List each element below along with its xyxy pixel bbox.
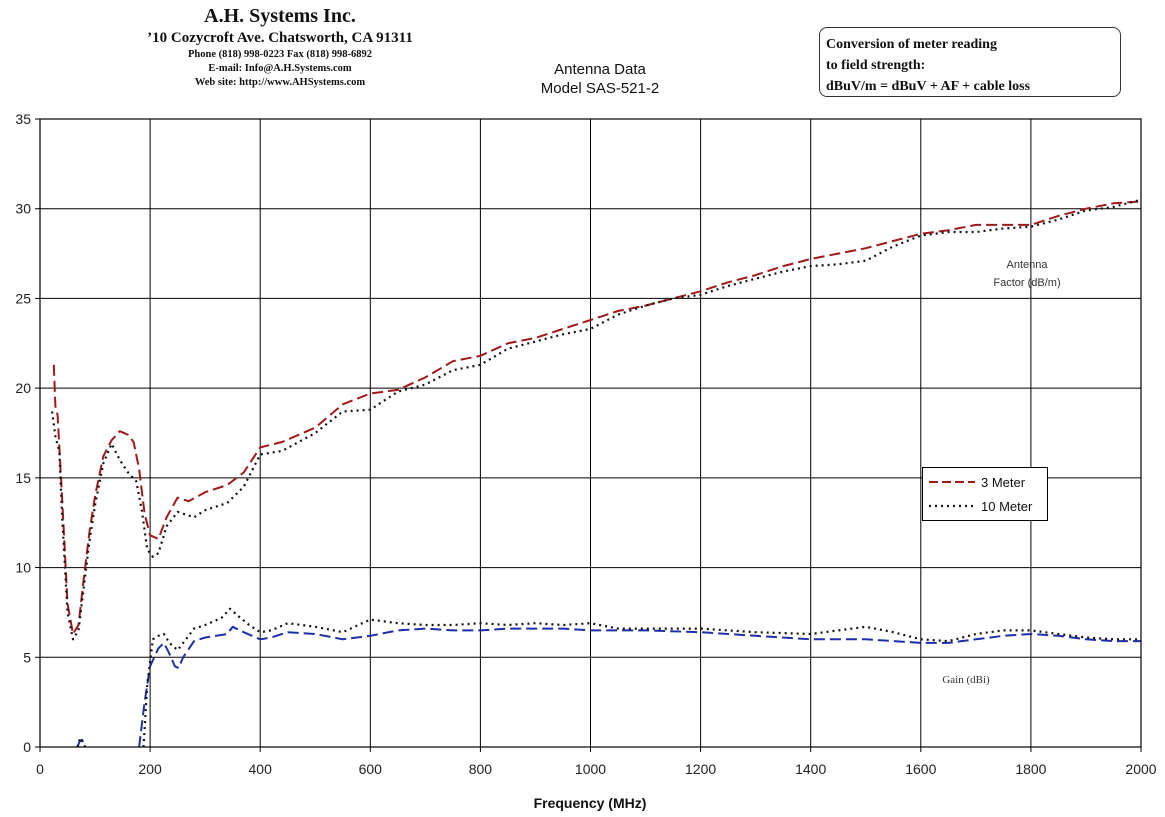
conversion-line-3: dBuV/m = dBuV + AF + cable loss bbox=[826, 79, 1031, 94]
series-line-3-meter-gain bbox=[138, 625, 1141, 748]
y-tick-label: 0 bbox=[23, 739, 31, 755]
axes bbox=[35, 118, 1142, 752]
plot-area-border bbox=[39, 118, 1142, 748]
y-tick-label: 35 bbox=[15, 111, 31, 127]
series-layer bbox=[51, 198, 1142, 748]
x-axis-label: Frequency (MHz) bbox=[534, 795, 647, 811]
x-tick-label: 1200 bbox=[685, 761, 716, 777]
x-tick-label: 600 bbox=[359, 761, 383, 777]
legend-swatch-3-meter bbox=[929, 481, 975, 483]
tick-labels: 0 200 400 600 800 1000 1200 1400 1600 1800 2000 0 5 1… bbox=[15, 111, 1156, 777]
company-address: ’10 Cozycroft Ave. Chatsworth, CA 91311 bbox=[147, 30, 413, 46]
company-name: A.H. Systems Inc. bbox=[204, 5, 356, 27]
x-tick-label: 2000 bbox=[1125, 761, 1156, 777]
x-tick-label: 200 bbox=[138, 761, 162, 777]
x-tick-label: 1600 bbox=[905, 761, 936, 777]
legend-label-3-meter: 3 Meter bbox=[981, 475, 1026, 490]
y-tick-label: 25 bbox=[15, 290, 31, 306]
x-tick-label: 1400 bbox=[795, 761, 826, 777]
company-header: A.H. Systems Inc. ’10 Cozycroft Ave. Cha… bbox=[60, 4, 500, 90]
y-tick-label: 5 bbox=[23, 649, 31, 665]
antenna-factor-annotation-line2: Factor (dB/m) bbox=[993, 277, 1060, 289]
company-email: E-mail: Info@A.H.Systems.com bbox=[208, 63, 352, 74]
company-phone: Phone (818) 998-0223 Fax (818) 998-6892 bbox=[187, 49, 373, 60]
x-tick-label: 800 bbox=[469, 761, 493, 777]
gain-annotation: Gain (dBi) bbox=[942, 674, 990, 686]
series-line-10-meter-gain bbox=[142, 607, 1141, 748]
y-tick-label: 10 bbox=[15, 560, 31, 576]
y-tick-label: 30 bbox=[15, 201, 31, 217]
legend-label-10-meter: 10 Meter bbox=[981, 499, 1033, 514]
x-tick-label: 1800 bbox=[1015, 761, 1046, 777]
antenna-factor-annotation-line1: Antenna bbox=[1007, 259, 1049, 271]
gridlines bbox=[39, 118, 1142, 748]
chart-subtitle: Model SAS-521-2 bbox=[540, 80, 660, 97]
conversion-note-box: Conversion of meter reading to field str… bbox=[819, 27, 1121, 97]
x-tick-label: 0 bbox=[36, 761, 44, 777]
chart-title-block: Antenna Data Model SAS-521-2 bbox=[480, 60, 720, 98]
series-line-3-meter-antenna bbox=[52, 200, 1142, 635]
series-line-3-meter-gain bbox=[76, 738, 85, 748]
series-line-10-meter-antenna bbox=[51, 198, 1142, 641]
chart-legend: 3 Meter 10 Meter bbox=[922, 467, 1048, 521]
conversion-line-1: Conversion of meter reading bbox=[826, 37, 997, 52]
legend-swatch-10-meter bbox=[929, 504, 975, 508]
conversion-line-2: to field strength: bbox=[826, 58, 926, 73]
x-tick-label: 1000 bbox=[575, 761, 606, 777]
company-website: Web site: http://www.AHSystems.com bbox=[194, 77, 366, 88]
y-tick-label: 20 bbox=[15, 380, 31, 396]
y-tick-label: 15 bbox=[15, 470, 31, 486]
chart-title: Antenna Data bbox=[554, 61, 646, 78]
x-tick-label: 400 bbox=[249, 761, 273, 777]
